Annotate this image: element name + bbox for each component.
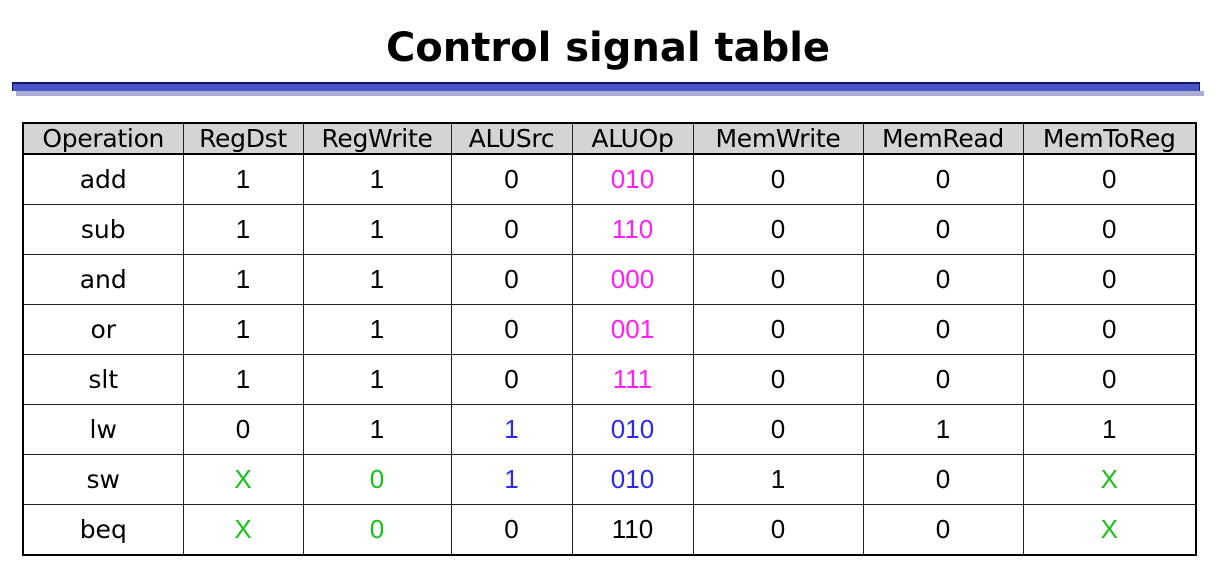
table-row: or 1 1 0 001 0 0 0 xyxy=(22,304,1197,355)
table-row: and 1 1 0 000 0 0 0 xyxy=(22,254,1197,306)
signal-cell: 0 xyxy=(862,304,1024,355)
signal-cell: 0 xyxy=(692,304,864,355)
signal-cell: 0 xyxy=(862,254,1024,306)
signal-cell: X xyxy=(1022,453,1197,505)
signal-cell: X xyxy=(182,453,304,505)
signal-cell: 110 xyxy=(571,204,694,256)
signal-cell: 0 xyxy=(450,153,573,206)
operation-cell: sub xyxy=(22,204,184,256)
column-header: MemToReg xyxy=(1022,122,1197,155)
signal-cell: 0 xyxy=(450,353,573,405)
signal-cell: 0 xyxy=(182,403,304,455)
signal-cell: 0 xyxy=(862,353,1024,405)
signal-cell: 0 xyxy=(450,304,573,355)
signal-cell: 1 xyxy=(182,153,304,206)
column-header: MemWrite xyxy=(692,122,864,155)
signal-cell: 0 xyxy=(692,403,864,455)
signal-cell: 1 xyxy=(182,304,304,355)
signal-cell: X xyxy=(182,503,304,556)
table-row: slt 1 1 0 111 0 0 0 xyxy=(22,353,1197,405)
signal-cell: 1 xyxy=(302,153,452,206)
signal-cell: 1 xyxy=(302,254,452,306)
signal-cell: 110 xyxy=(571,503,694,556)
signal-cell: X xyxy=(1022,503,1197,556)
title-underline-shadow xyxy=(16,91,1204,96)
signal-cell: 010 xyxy=(571,403,694,455)
signal-cell: 0 xyxy=(862,153,1024,206)
table-row: add 1 1 0 010 0 0 0 xyxy=(22,153,1197,206)
signal-cell: 0 xyxy=(1022,353,1197,405)
operation-cell: beq xyxy=(22,503,184,556)
operation-cell: or xyxy=(22,304,184,355)
signal-cell: 0 xyxy=(692,503,864,556)
signal-cell: 0 xyxy=(862,204,1024,256)
table-header-row: Operation RegDst RegWrite ALUSrc ALUOp M… xyxy=(22,122,1197,155)
signal-cell: 1 xyxy=(862,403,1024,455)
column-header: MemRead xyxy=(862,122,1024,155)
signal-cell: 0 xyxy=(692,204,864,256)
table-row: beq X 0 0 110 0 0 X xyxy=(22,503,1197,556)
column-header: RegDst xyxy=(182,122,304,155)
operation-cell: and xyxy=(22,254,184,306)
signal-cell: 0 xyxy=(302,453,452,505)
signal-cell: 0 xyxy=(450,254,573,306)
operation-cell: sw xyxy=(22,453,184,505)
signal-cell: 1 xyxy=(302,304,452,355)
operation-cell: lw xyxy=(22,403,184,455)
signal-cell: 1 xyxy=(302,403,452,455)
slide-title: Control signal table xyxy=(385,25,831,71)
signal-cell: 1 xyxy=(302,353,452,405)
signal-cell: 0 xyxy=(1022,204,1197,256)
table-row: lw 0 1 1 010 0 1 1 xyxy=(22,403,1197,455)
signal-cell: 000 xyxy=(571,254,694,306)
signal-cell: 0 xyxy=(862,453,1024,505)
control-signal-table: Operation RegDst RegWrite ALUSrc ALUOp M… xyxy=(22,122,1197,556)
table-row: sub 1 1 0 110 0 0 0 xyxy=(22,204,1197,256)
title-underline-bar xyxy=(12,82,1200,91)
signal-cell: 0 xyxy=(1022,254,1197,306)
signal-cell: 111 xyxy=(571,353,694,405)
column-header: Operation xyxy=(22,122,184,155)
column-header: ALUSrc xyxy=(450,122,573,155)
table-row: sw X 0 1 010 1 0 X xyxy=(22,453,1197,505)
signal-cell: 0 xyxy=(1022,153,1197,206)
signal-cell: 1 xyxy=(1022,403,1197,455)
signal-cell: 0 xyxy=(692,254,864,306)
signal-cell: 1 xyxy=(182,353,304,405)
column-header: RegWrite xyxy=(302,122,452,155)
signal-cell: 0 xyxy=(302,503,452,556)
signal-cell: 0 xyxy=(450,503,573,556)
operation-cell: slt xyxy=(22,353,184,405)
signal-cell: 1 xyxy=(692,453,864,505)
signal-cell: 0 xyxy=(692,353,864,405)
table-body: add 1 1 0 010 0 0 0 sub 1 1 0 110 0 0 0 and 1 1 0 000 0 0 0 or 1 1… xyxy=(22,153,1197,556)
signal-cell: 1 xyxy=(450,453,573,505)
operation-cell: add xyxy=(22,153,184,206)
signal-cell: 0 xyxy=(450,204,573,256)
signal-cell: 1 xyxy=(450,403,573,455)
signal-cell: 010 xyxy=(571,153,694,206)
signal-cell: 1 xyxy=(182,254,304,306)
signal-cell: 1 xyxy=(182,204,304,256)
signal-cell: 001 xyxy=(571,304,694,355)
signal-cell: 1 xyxy=(302,204,452,256)
signal-cell: 010 xyxy=(571,453,694,505)
signal-cell: 0 xyxy=(692,153,864,206)
signal-cell: 0 xyxy=(1022,304,1197,355)
signal-cell: 0 xyxy=(862,503,1024,556)
column-header: ALUOp xyxy=(571,122,694,155)
